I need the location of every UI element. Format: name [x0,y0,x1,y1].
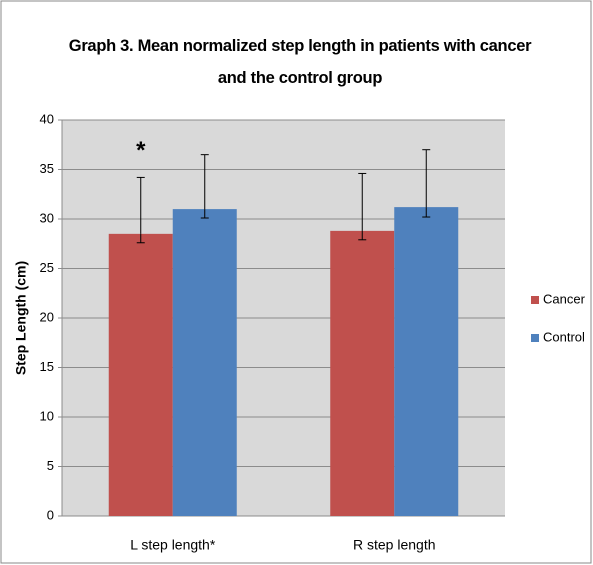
annotation: * [136,137,146,164]
y-tick-label: 35 [40,161,54,176]
y-tick-label: 15 [40,359,54,374]
y-tick-label: 25 [40,260,54,275]
x-tick-label: L step length* [130,537,216,553]
y-tick-label: 0 [47,507,54,522]
y-tick-label: 30 [40,210,54,225]
legend-label: Cancer [543,291,586,306]
x-tick-label: R step length [353,537,436,553]
legend-swatch [531,334,539,342]
legend-swatch [531,296,539,304]
bar [172,209,237,516]
legend-label: Control [543,329,585,344]
chart-title: Graph 3. Mean normalized step length in … [68,37,532,87]
y-axis-label: Step Length (cm) [13,261,29,375]
bar [394,207,459,516]
bar [108,233,173,516]
bar [330,230,395,516]
y-tick-label: 40 [40,111,54,126]
y-tick-label: 10 [40,408,54,423]
y-tick-label: 20 [40,309,54,324]
y-tick-label: 5 [47,458,54,473]
